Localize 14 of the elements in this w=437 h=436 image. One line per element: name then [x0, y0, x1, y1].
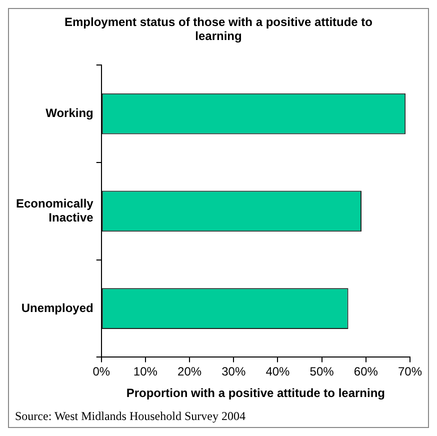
x-axis-title: Proportion with a positive attitude to learning: [126, 386, 386, 400]
x-tick-label: 0%: [92, 364, 110, 379]
x-tick-label: 40%: [266, 364, 290, 379]
x-tick-label: 60%: [354, 364, 378, 379]
x-tick-label: 70%: [398, 364, 422, 379]
source-note: Source: West Midlands Household Survey 2004: [14, 408, 246, 424]
x-tick-label: 10%: [133, 364, 158, 379]
x-tick-label: 30%: [222, 364, 246, 379]
x-tick-label: 50%: [310, 364, 334, 379]
y-tick-label: Economically Inactive: [16, 196, 94, 225]
chart-title: Employment status of those with a positive attitude to learning: [63, 14, 374, 45]
x-tick-label: 20%: [178, 364, 202, 379]
y-tick-label: Unemployed: [21, 300, 94, 315]
y-tick-label: Working: [46, 106, 94, 120]
